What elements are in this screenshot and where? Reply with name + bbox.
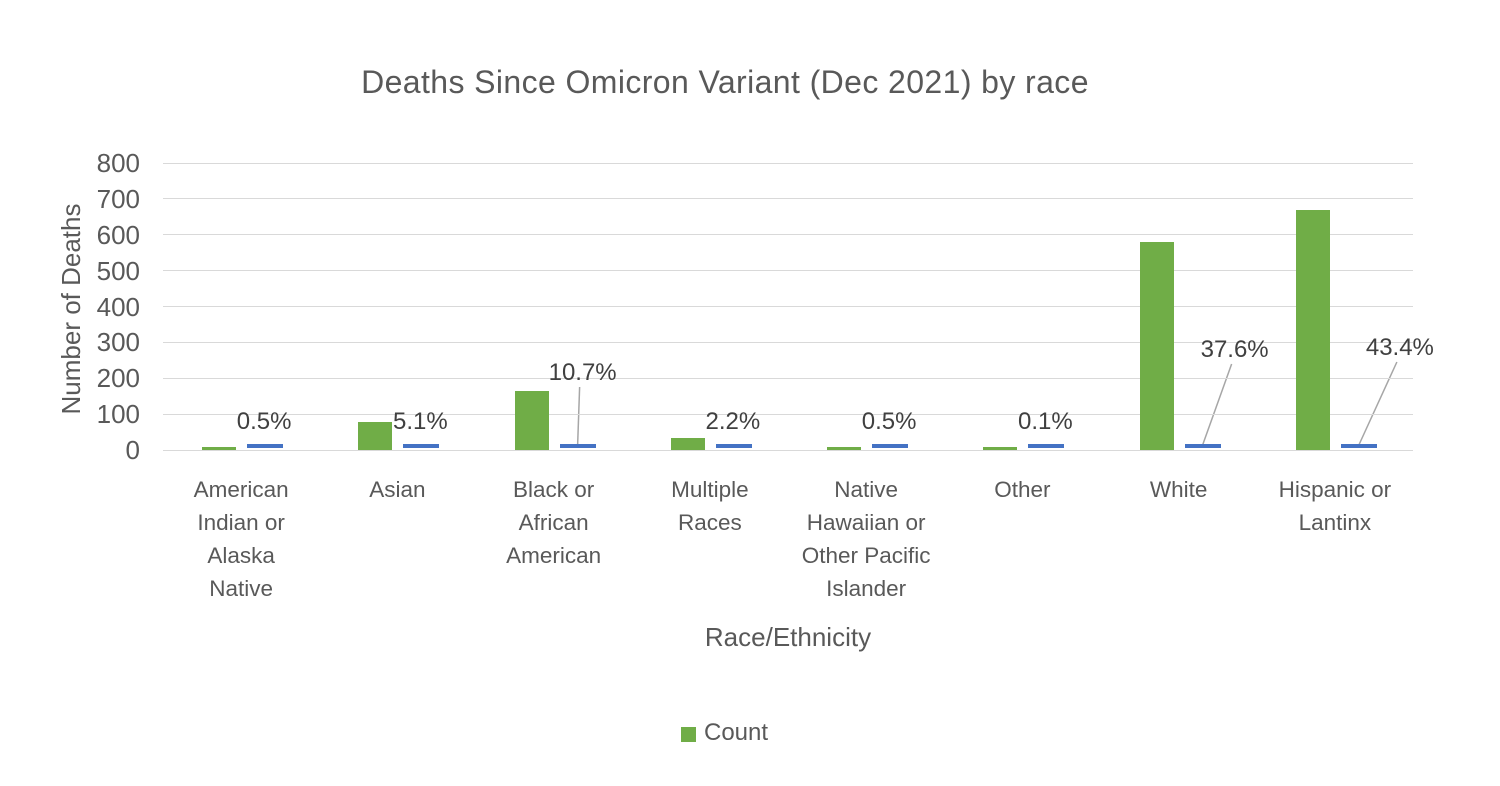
gridline-100	[163, 413, 1413, 415]
x-tick-label-2: Black or African American	[474, 473, 634, 572]
x-tick-label-5: Other	[942, 473, 1102, 506]
x-tick-label-line: Hawaiian or	[806, 510, 926, 535]
legend-count-swatch-icon	[681, 726, 696, 742]
data-label-6: 37.6%	[1200, 336, 1269, 363]
count-bar-1	[358, 421, 393, 450]
y-tick-label-100: 100	[96, 399, 140, 430]
x-tick-label-line: American	[506, 543, 602, 568]
y-tick-label-0: 0	[125, 435, 140, 465]
percentage-bar-6	[1184, 444, 1221, 448]
percentage-bar-5	[1028, 444, 1065, 448]
gridline-600	[163, 234, 1413, 236]
gridline-700	[163, 198, 1413, 200]
gridline-800	[163, 162, 1413, 164]
count-bar-2	[514, 390, 549, 450]
y-tick-label-200: 200	[96, 363, 140, 394]
chart-title: Deaths Since Omicron Variant (Dec 2021) …	[361, 64, 1089, 100]
leader-line-2	[576, 386, 581, 446]
x-tick-label-line: American	[193, 477, 289, 502]
percentage-bar-4	[872, 444, 909, 448]
gridline-400	[163, 306, 1413, 307]
count-bar-7	[1295, 209, 1330, 450]
count-bar-6	[1139, 241, 1174, 450]
x-tick-label-line: Hispanic or	[1278, 477, 1392, 502]
x-tick-label-4: Native Hawaiian or Other Pacific Islander	[786, 473, 946, 605]
x-tick-label-line: Multiple	[671, 477, 749, 502]
data-label-0: 0.5%	[236, 408, 292, 435]
data-label-3: 2.2%	[705, 408, 761, 435]
x-tick-label-line: Other	[994, 477, 1051, 502]
data-label-5: 0.1%	[1018, 408, 1073, 435]
legend: Count	[681, 719, 768, 747]
y-tick-label-800: 800	[96, 148, 140, 178]
gridline-300	[163, 341, 1413, 343]
x-tick-label-line: Races	[677, 510, 742, 535]
x-tick-label-0: American Indian or Alaska Native	[161, 473, 321, 605]
data-label-4: 0.5%	[861, 408, 917, 435]
x-tick-label-line: Other Pacific	[801, 543, 931, 568]
count-bar-4	[827, 446, 862, 450]
x-tick-label-line: White	[1149, 477, 1208, 502]
x-axis-title: Race/Ethnicity	[704, 622, 872, 652]
x-tick-label-6: White	[1099, 473, 1259, 506]
x-tick-label-line: Islander	[826, 576, 907, 601]
x-tick-label-3: Multiple Races	[630, 473, 790, 539]
leader-line-6	[1201, 363, 1233, 446]
x-tick-label-line: Native	[834, 477, 899, 502]
x-tick-label-line: Lantinx	[1298, 510, 1372, 535]
data-label-1: 5.1%	[393, 408, 448, 435]
percentage-bar-3	[715, 444, 752, 448]
y-tick-label-700: 700	[96, 183, 140, 214]
y-tick-label-400: 400	[96, 291, 140, 322]
percentage-bar-1	[403, 444, 440, 448]
x-tick-label-line: Indian or	[197, 510, 285, 535]
gridline-200	[163, 377, 1413, 379]
x-tick-label-line: African	[518, 510, 589, 535]
x-tick-label-line: Native	[209, 576, 274, 601]
count-bar-0	[202, 446, 237, 450]
data-label-7: 43.4%	[1365, 334, 1434, 361]
count-bar-3	[670, 437, 705, 450]
y-tick-label-300: 300	[96, 327, 140, 358]
percentage-bar-2	[559, 444, 596, 448]
y-tick-label-500: 500	[96, 255, 140, 286]
x-tick-label-1: Asian	[317, 473, 477, 506]
gridline-0	[163, 449, 1413, 451]
data-label-2: 10.7%	[548, 359, 617, 386]
gridline-500	[163, 270, 1413, 272]
count-bar-5	[983, 446, 1018, 450]
percentage-bar-0	[247, 444, 284, 448]
x-tick-label-line: Asian	[369, 477, 426, 502]
y-tick-label-600: 600	[96, 219, 140, 250]
x-tick-label-line: Black or	[512, 477, 595, 502]
percentage-bar-7	[1340, 444, 1377, 448]
x-tick-label-line: Alaska	[207, 543, 275, 568]
legend-count-label: Count	[704, 719, 769, 746]
x-tick-label-7: Hispanic or Lantinx	[1255, 473, 1415, 539]
leader-line-7	[1358, 361, 1398, 446]
